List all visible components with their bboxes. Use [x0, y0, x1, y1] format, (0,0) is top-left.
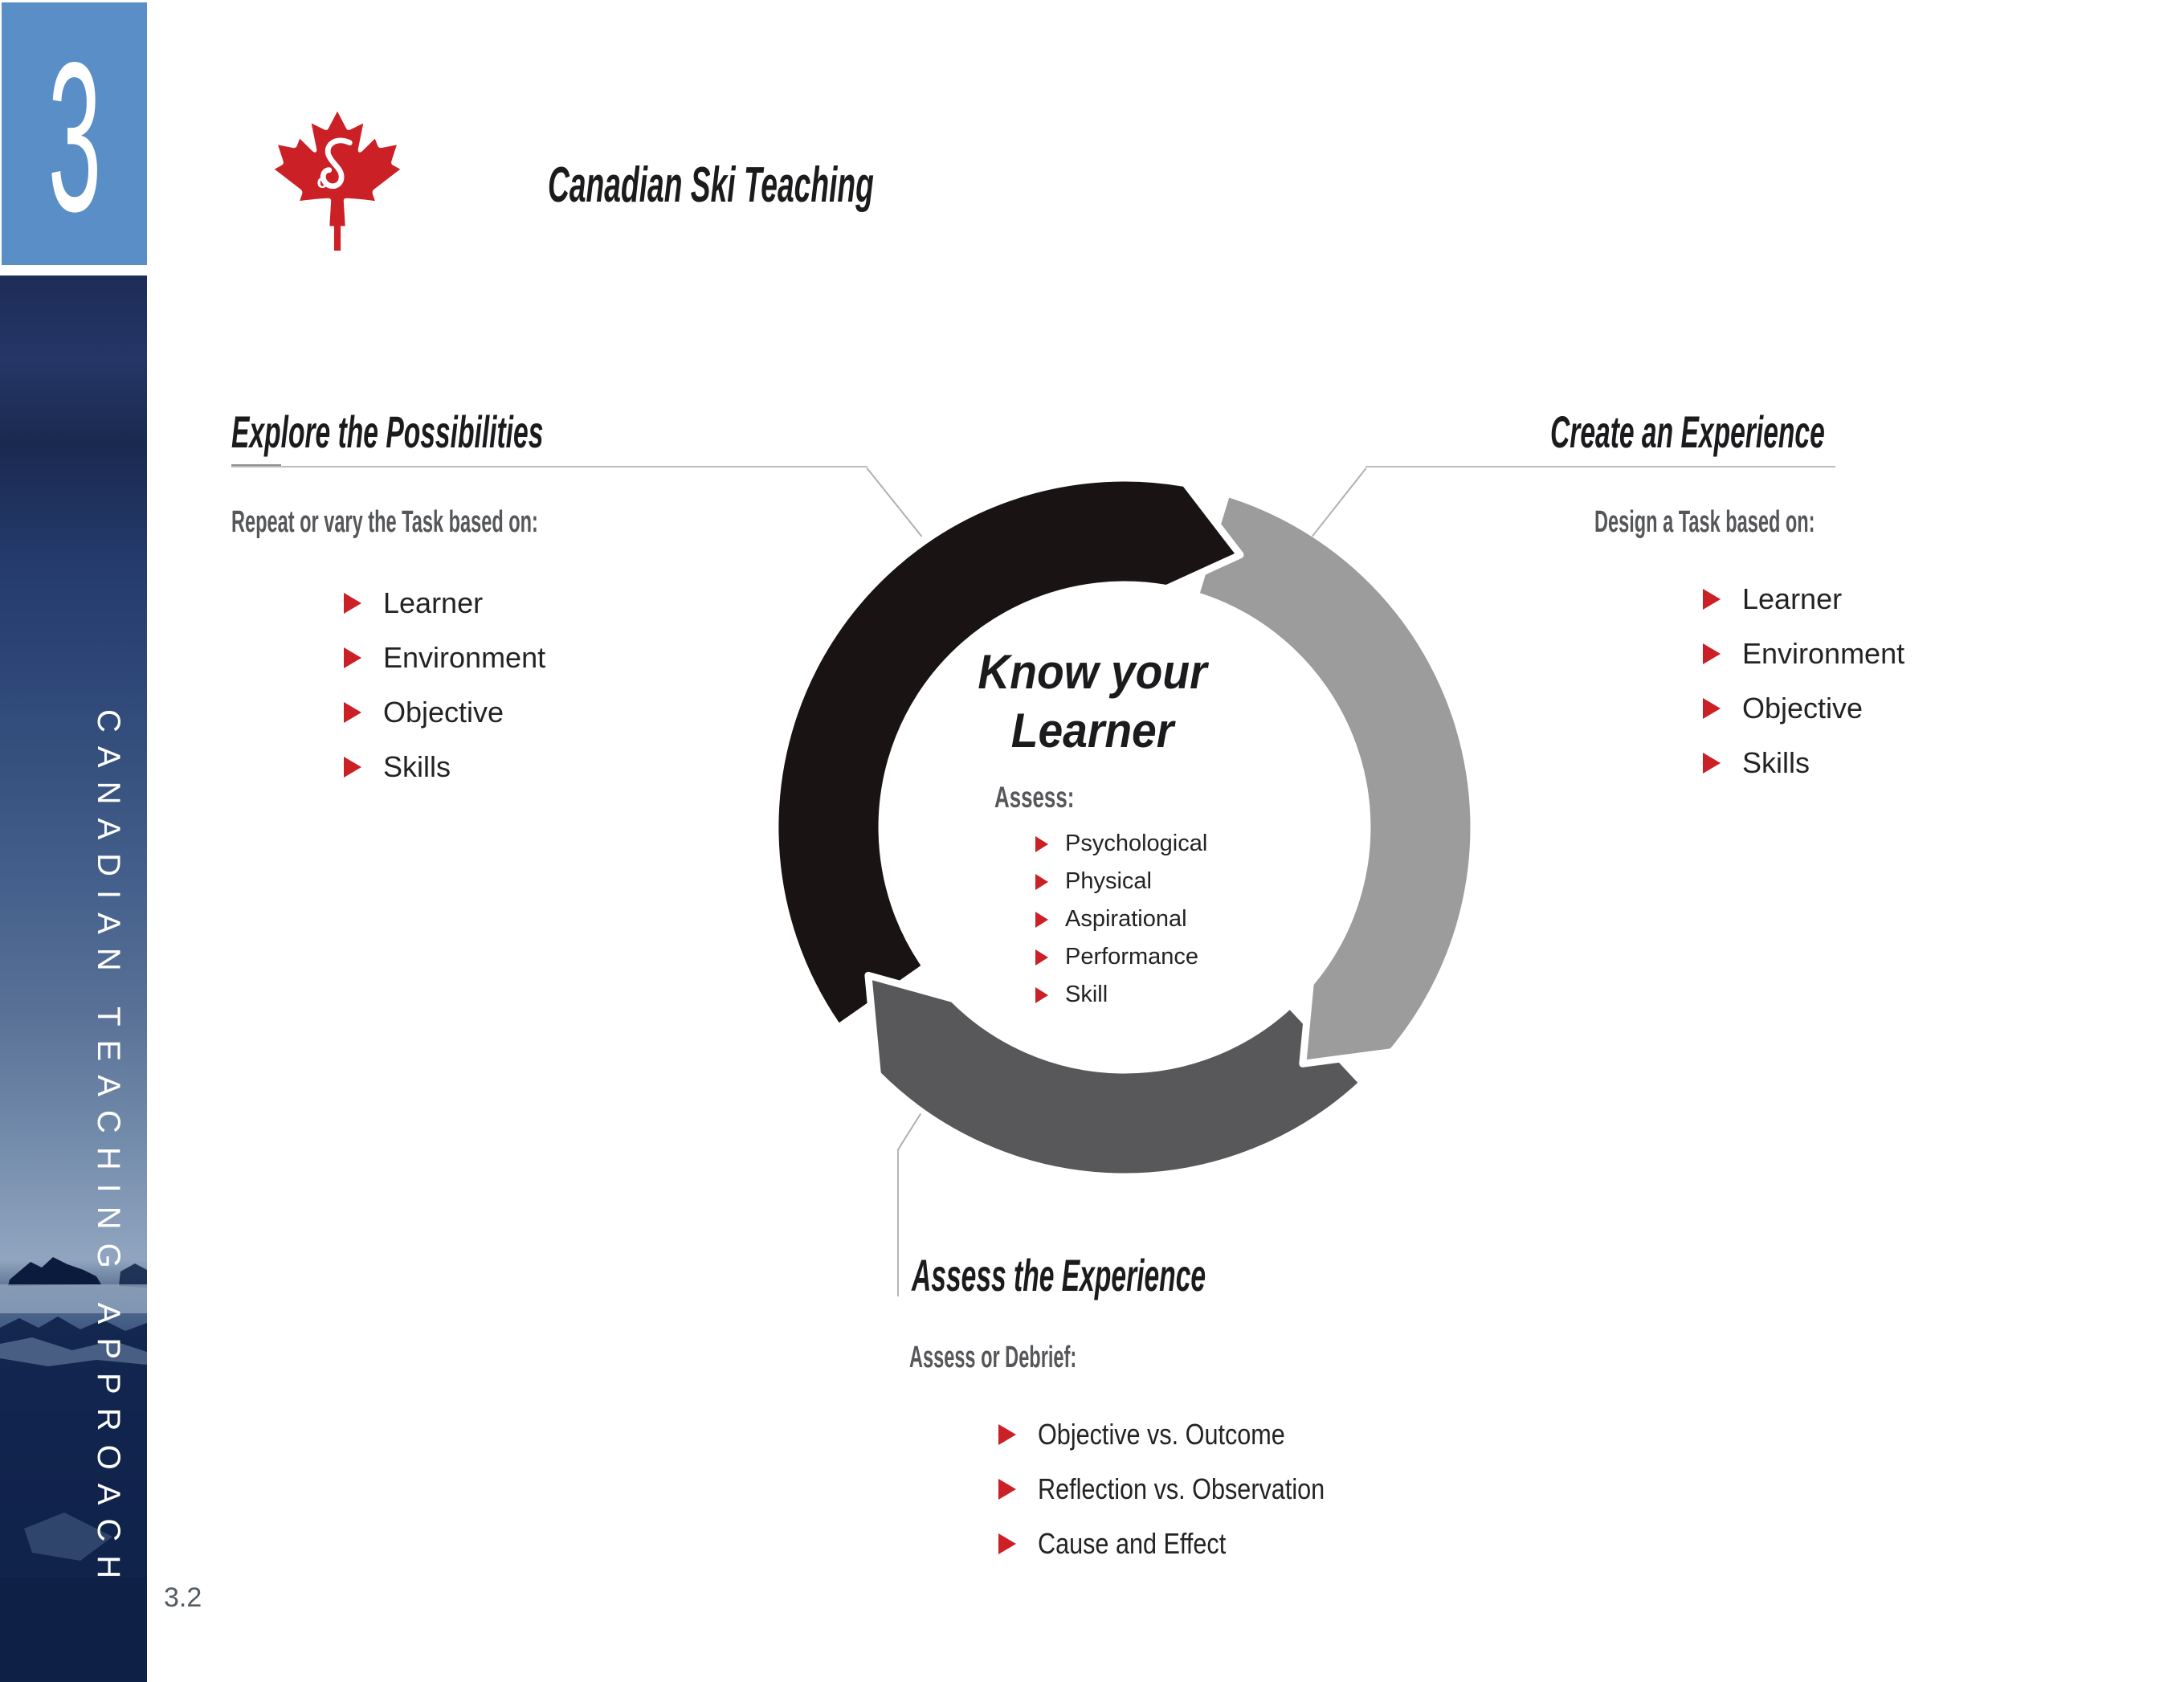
- section-subtitle-create: Design a Task based on:: [1594, 505, 1815, 539]
- bullet-triangle-icon: [1035, 873, 1048, 890]
- svg-text:c: c: [317, 171, 328, 193]
- center-title-line2: Learner: [1010, 704, 1174, 758]
- bullet-triangle-icon: [998, 1479, 1016, 1500]
- create-list: Learner Environment Objective Skills: [1703, 583, 1904, 802]
- list-item: Objective: [1703, 692, 1904, 725]
- list-item: Skills: [1703, 747, 1904, 779]
- chapter-number: 3: [47, 18, 101, 256]
- bullet-triangle-icon: [344, 757, 361, 778]
- chapter-number-box: 3: [2, 2, 147, 265]
- list-item: Objective: [344, 696, 545, 729]
- list-item: Reflection vs. Observation: [998, 1473, 1375, 1505]
- center-title-line1: Know your: [978, 645, 1207, 699]
- page-number: 3.2: [164, 1582, 202, 1613]
- section-title-assess: Assess the Experience: [912, 1250, 1206, 1300]
- sidebar-photo: [0, 276, 147, 1682]
- bullet-triangle-icon: [1035, 835, 1048, 852]
- section-title-explore: Explore the Possibilities: [231, 406, 544, 457]
- arc-assess-arrowhead: [864, 971, 954, 1076]
- section-title-create: Create an Experience: [1550, 406, 1825, 457]
- list-item: Skills: [344, 751, 545, 783]
- divider: [1366, 466, 1835, 467]
- arc-create-segment: [1191, 489, 1478, 1068]
- section-subtitle-explore: Repeat or vary the Task based on:: [231, 505, 538, 539]
- bullet-triangle-icon: [998, 1533, 1016, 1554]
- list-item: Objective vs. Outcome: [998, 1419, 1375, 1451]
- arc-explore-segment: [771, 474, 1244, 1031]
- bullet-triangle-icon: [344, 647, 361, 668]
- maple-leaf-logo-icon: c: [274, 111, 401, 251]
- list-item: Physical: [1035, 868, 1207, 895]
- list-item: Performance: [1035, 944, 1207, 970]
- assess-list: Objective vs. Outcome Reflection vs. Obs…: [998, 1419, 1375, 1582]
- explore-list: Learner Environment Objective Skills: [344, 587, 545, 806]
- list-item: Learner: [344, 587, 545, 619]
- list-item: Cause and Effect: [998, 1528, 1375, 1560]
- list-item: Environment: [1703, 638, 1904, 670]
- mountain-landscape-image: [0, 1257, 147, 1682]
- arc-assess-segment: [864, 971, 1367, 1181]
- bullet-triangle-icon: [1035, 949, 1048, 966]
- bullet-triangle-icon: [1703, 753, 1721, 774]
- bullet-triangle-icon: [1703, 698, 1721, 719]
- divider: [231, 466, 867, 467]
- sidebar-vertical-title: CANADIAN TEACHING APPROACH: [91, 709, 126, 1593]
- center-title: Know your Learner: [933, 643, 1251, 760]
- brand-title: Canadian Ski Teaching: [548, 157, 874, 213]
- list-item: Environment: [344, 642, 545, 674]
- cycle-ring-diagram: [771, 474, 1478, 1181]
- section-subtitle-assess: Assess or Debrief:: [909, 1341, 1077, 1374]
- bullet-triangle-icon: [344, 593, 361, 614]
- bullet-triangle-icon: [344, 702, 361, 723]
- list-item: Skill: [1035, 982, 1207, 1008]
- bullet-triangle-icon: [1035, 986, 1048, 1003]
- list-item: Aspirational: [1035, 906, 1207, 933]
- bullet-triangle-icon: [1035, 911, 1048, 928]
- center-assess-list: Psychological Physical Aspirational Perf…: [1035, 831, 1207, 1019]
- bullet-triangle-icon: [1703, 589, 1721, 610]
- list-item: Psychological: [1035, 831, 1207, 857]
- bullet-triangle-icon: [1703, 643, 1721, 664]
- center-subtitle: Assess:: [994, 781, 1075, 814]
- bullet-triangle-icon: [998, 1424, 1016, 1445]
- connector-line: [897, 1150, 899, 1296]
- list-item: Learner: [1703, 583, 1904, 615]
